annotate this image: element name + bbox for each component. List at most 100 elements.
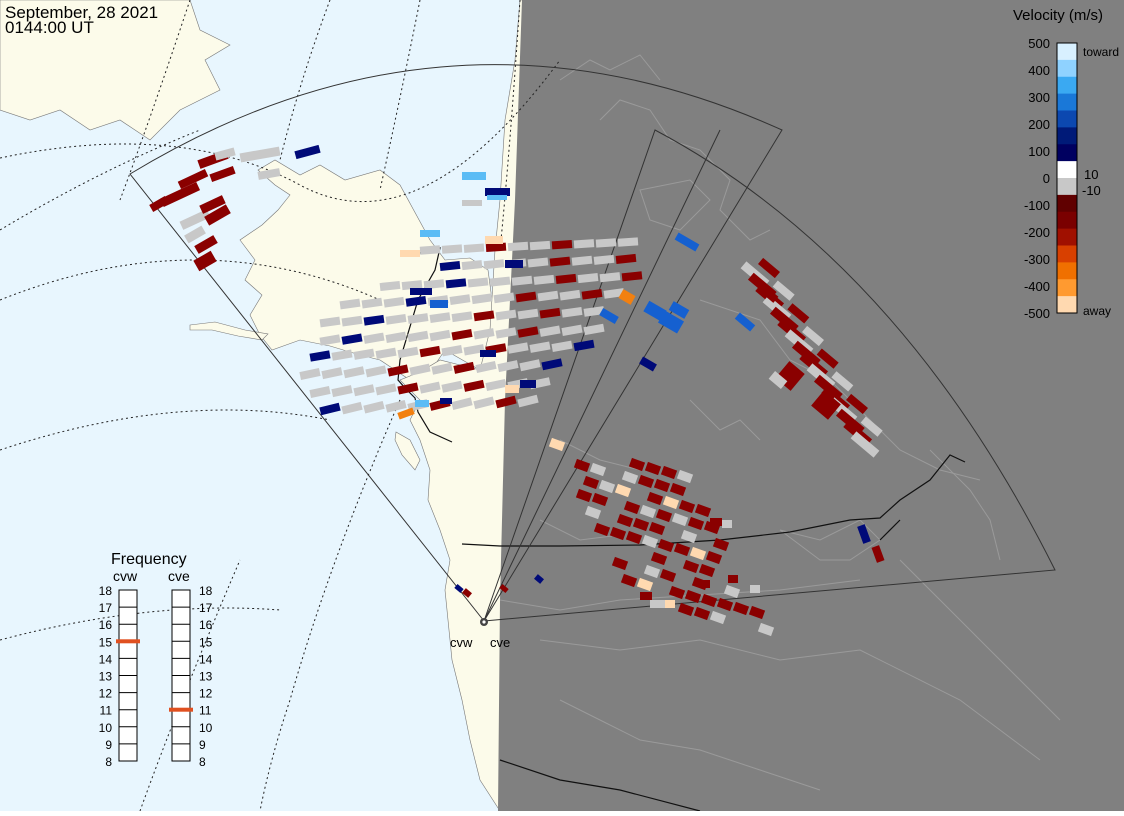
- scatter-cell: [583, 306, 605, 317]
- velocity-tick-label: 500: [1028, 36, 1050, 51]
- scatter-cell: [363, 314, 385, 326]
- scatter-cell: [517, 394, 539, 408]
- frequency-scales: 18 18 17 17 16 16 15 15 14 14 13 13 12 12 11 11 10 10 9 9 8 8: [99, 584, 213, 769]
- scatter-cell: [860, 416, 883, 437]
- scatter-cell: [409, 363, 431, 376]
- scatter-cell: [653, 478, 671, 493]
- scatter-cell: [419, 381, 441, 394]
- scatter-cell: [674, 232, 700, 252]
- site-label-cvw: cvw: [450, 635, 473, 650]
- scatter-cell: [449, 294, 471, 305]
- velocity-tick-label: 300: [1028, 90, 1050, 105]
- scatter-cell: [583, 323, 605, 336]
- scatter-cell: [184, 225, 206, 244]
- scatter-cell: [534, 574, 544, 584]
- scatter-cell: [343, 366, 365, 379]
- scatter-cell: [768, 371, 788, 389]
- colorbar-segment: [1057, 43, 1077, 61]
- scatter-cell: [209, 165, 236, 183]
- scatter-cell: [593, 254, 615, 265]
- scatter-cell: [480, 350, 496, 357]
- scatter-cell: [598, 479, 616, 494]
- scatter-cell: [529, 341, 551, 353]
- scatter-cell: [471, 293, 493, 305]
- scatter-cell: [462, 588, 472, 598]
- scatter-cell: [383, 296, 405, 308]
- scatter-cell: [687, 516, 705, 531]
- scatter-cell: [483, 259, 505, 270]
- colorbar-segment: [1057, 161, 1077, 179]
- frequency-scale-label: 16: [99, 618, 113, 632]
- velocity-tick-label: 10: [1084, 167, 1098, 182]
- frequency-scale-label: 15: [99, 635, 113, 649]
- scatter-cell: [533, 274, 555, 285]
- scatter-cell: [750, 585, 760, 593]
- scatter-cell: [668, 585, 686, 600]
- scatter-cell: [617, 237, 639, 247]
- velocity-tick-labels: 500400300200100100-10-100-200-300-400-50…: [1024, 36, 1101, 321]
- scatter-cell: [623, 500, 641, 515]
- scatter-cell: [659, 568, 677, 583]
- scatter-cell: [705, 550, 723, 565]
- scatter-cell: [559, 289, 581, 301]
- frequency-scale-label: 8: [199, 755, 206, 769]
- scatter-cell: [748, 605, 766, 620]
- scatter-cell: [339, 298, 361, 310]
- scatter-cell: [485, 188, 510, 196]
- scatter-cell: [321, 367, 343, 380]
- scatter-cell: [431, 362, 453, 375]
- scatter-cell: [650, 600, 666, 608]
- scatter-cell: [440, 398, 452, 404]
- scatter-cell: [639, 504, 657, 519]
- scatter-cell: [657, 538, 675, 553]
- scatter-cell: [620, 573, 638, 588]
- scatter-cell: [676, 469, 694, 484]
- scatter-cell: [461, 260, 483, 271]
- scatter-cell: [571, 255, 593, 266]
- scatter-cell: [149, 196, 169, 212]
- scatter-cell: [636, 577, 654, 592]
- scatter-cell: [397, 407, 415, 420]
- scatter-cell: [589, 462, 607, 477]
- scatter-cell: [628, 457, 646, 472]
- scatter-cell: [441, 345, 463, 357]
- scatter-cell: [593, 522, 611, 537]
- scatter-cell: [485, 236, 503, 244]
- radar-field-of-view: [129, 64, 1056, 622]
- frequency-scale-label: 8: [105, 755, 112, 769]
- scatter-cell: [591, 492, 609, 507]
- velocity-legend-title: Velocity (m/s): [1013, 7, 1103, 24]
- velocity-tick-label: -100: [1024, 198, 1050, 213]
- scatter-cell: [529, 240, 551, 251]
- scatter-cell: [463, 379, 485, 392]
- scatter-cell: [621, 470, 639, 485]
- scatter-cell: [309, 350, 331, 362]
- time-label: 0144:00 UT: [5, 18, 94, 37]
- scatter-cell: [582, 475, 600, 490]
- scatter-cell: [214, 147, 236, 161]
- colorbar-segment: [1057, 93, 1077, 111]
- scatter-cell: [473, 310, 495, 322]
- scatter-cell: [429, 329, 451, 342]
- scatter-cell: [599, 272, 621, 283]
- scatter-cell: [331, 349, 353, 361]
- scatter-cell: [495, 327, 517, 339]
- frequency-scale-label: 18: [199, 584, 213, 598]
- scatter-cell: [831, 371, 854, 392]
- scatter-cell: [712, 537, 730, 552]
- scatter-cell: [319, 334, 341, 346]
- colorbar-segment: [1057, 127, 1077, 145]
- scatter-cell: [204, 204, 231, 226]
- scatter-cell: [489, 276, 511, 287]
- frequency-scale-label: 11: [100, 704, 113, 718]
- scatter-cell: [441, 244, 463, 254]
- scatter-cell: [407, 313, 429, 324]
- frequency-scale-label: 16: [199, 618, 213, 632]
- scatter-cell: [527, 257, 549, 268]
- scatter-cell: [648, 521, 666, 536]
- colorbar-segment: [1057, 262, 1077, 280]
- scatter-cell: [618, 289, 636, 305]
- scatter-cell: [497, 360, 519, 373]
